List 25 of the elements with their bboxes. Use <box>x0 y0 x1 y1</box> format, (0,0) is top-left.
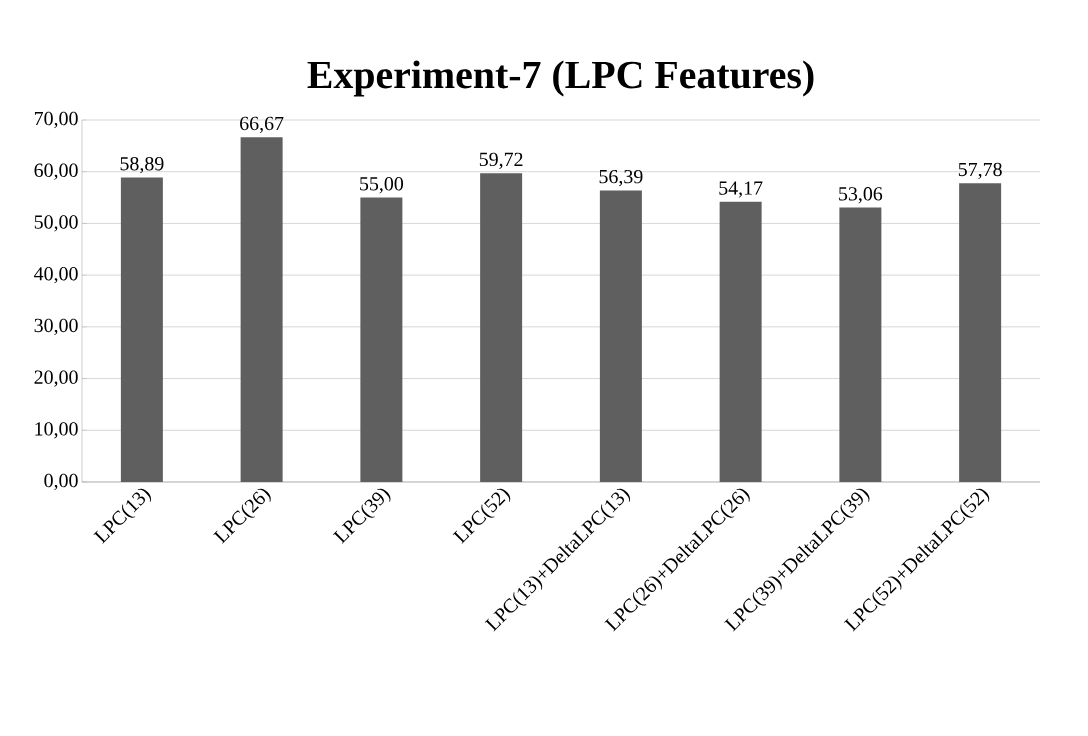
data-label: 55,00 <box>360 177 404 194</box>
y-tick-label: 70,00 <box>34 111 78 129</box>
data-label: 66,67 <box>240 116 284 134</box>
data-label: 59,72 <box>479 152 523 169</box>
data-label: 53,06 <box>839 187 883 204</box>
data-label: 57,78 <box>958 162 1002 180</box>
bar <box>959 183 1002 482</box>
y-tick-label: 50,00 <box>34 215 78 232</box>
bar <box>839 207 882 482</box>
y-tick-label: 10,00 <box>35 422 78 439</box>
y-tick-label: 20,00 <box>34 370 78 387</box>
bar <box>599 190 642 482</box>
bar <box>240 137 283 482</box>
y-tick-label: 0,00 <box>44 473 78 491</box>
bar <box>719 201 762 482</box>
bar <box>120 177 163 482</box>
data-label: 56,39 <box>599 169 643 187</box>
data-label: 54,17 <box>719 181 763 198</box>
bar <box>480 173 523 482</box>
chart-title: Experiment-7 (LPC Features) <box>307 60 814 97</box>
y-tick-label: 60,00 <box>34 163 78 180</box>
data-label: 58,89 <box>120 156 164 174</box>
y-tick-label: 40,00 <box>34 266 78 284</box>
y-tick-label: 30,00 <box>34 318 78 336</box>
bar <box>360 197 403 482</box>
